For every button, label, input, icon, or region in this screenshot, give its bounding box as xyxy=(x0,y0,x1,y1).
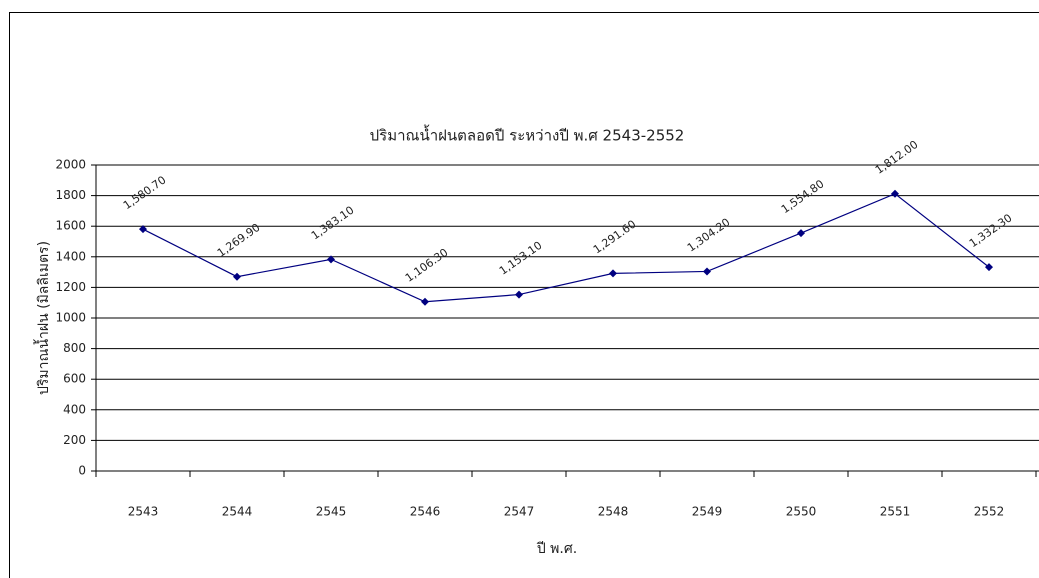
x-tick-label: 2545 xyxy=(316,505,347,519)
y-tick-label: 2000 xyxy=(55,158,86,172)
point-marker xyxy=(327,255,335,264)
x-tick-label: 2551 xyxy=(880,505,911,519)
y-tick-label: 600 xyxy=(63,372,86,386)
x-tick-label: 2544 xyxy=(222,505,253,519)
y-tick-label: 800 xyxy=(63,341,86,355)
data-label: 1,269.90 xyxy=(215,221,263,260)
y-tick-label: 1800 xyxy=(55,188,86,202)
x-tick-label: 2543 xyxy=(128,505,159,519)
x-tick-label: 2546 xyxy=(410,505,441,519)
data-label: 1,812.00 xyxy=(873,138,921,177)
y-tick-label: 1000 xyxy=(55,311,86,325)
data-label: 1,291.60 xyxy=(591,218,639,257)
data-label: 1,332.30 xyxy=(967,211,1015,250)
point-marker xyxy=(233,272,241,281)
point-marker xyxy=(797,229,805,238)
chart-title: ปริมาณน้ำฝนตลอดปี ระหว่างปี พ.ศ 2543-255… xyxy=(370,125,685,145)
data-label: 1,106.30 xyxy=(403,246,451,285)
frame xyxy=(9,12,1039,578)
x-tick-label: 2550 xyxy=(786,505,817,519)
y-axis-title: ปริมาณน้ำฝน (มิลลิเมตร) xyxy=(33,241,52,395)
point-marker xyxy=(985,263,993,272)
point-marker xyxy=(609,269,617,278)
point-marker xyxy=(421,297,429,306)
x-axis-title: ปี พ.ศ. xyxy=(536,541,577,557)
data-label: 1,304.20 xyxy=(685,216,733,255)
y-tick-label: 200 xyxy=(63,433,86,447)
y-tick-label: 0 xyxy=(78,464,86,478)
x-tick-label: 2549 xyxy=(692,505,723,519)
y-tick-label: 400 xyxy=(63,402,86,416)
x-tick-label: 2547 xyxy=(504,505,535,519)
data-label: 1,554.80 xyxy=(779,177,827,216)
y-tick-label: 1200 xyxy=(55,280,86,294)
data-label: 1,153.10 xyxy=(497,239,545,278)
x-tick-label: 2552 xyxy=(974,505,1005,519)
data-label: 1,580.70 xyxy=(121,173,169,212)
point-marker xyxy=(891,189,899,198)
x-tick-label: 2548 xyxy=(598,505,629,519)
y-tick-label: 1400 xyxy=(55,249,86,263)
series-line xyxy=(142,193,990,303)
data-label: 1,383.10 xyxy=(309,204,357,243)
point-marker xyxy=(139,225,147,234)
point-marker xyxy=(703,267,711,276)
y-tick-label: 1600 xyxy=(55,219,86,233)
point-marker xyxy=(515,290,523,299)
